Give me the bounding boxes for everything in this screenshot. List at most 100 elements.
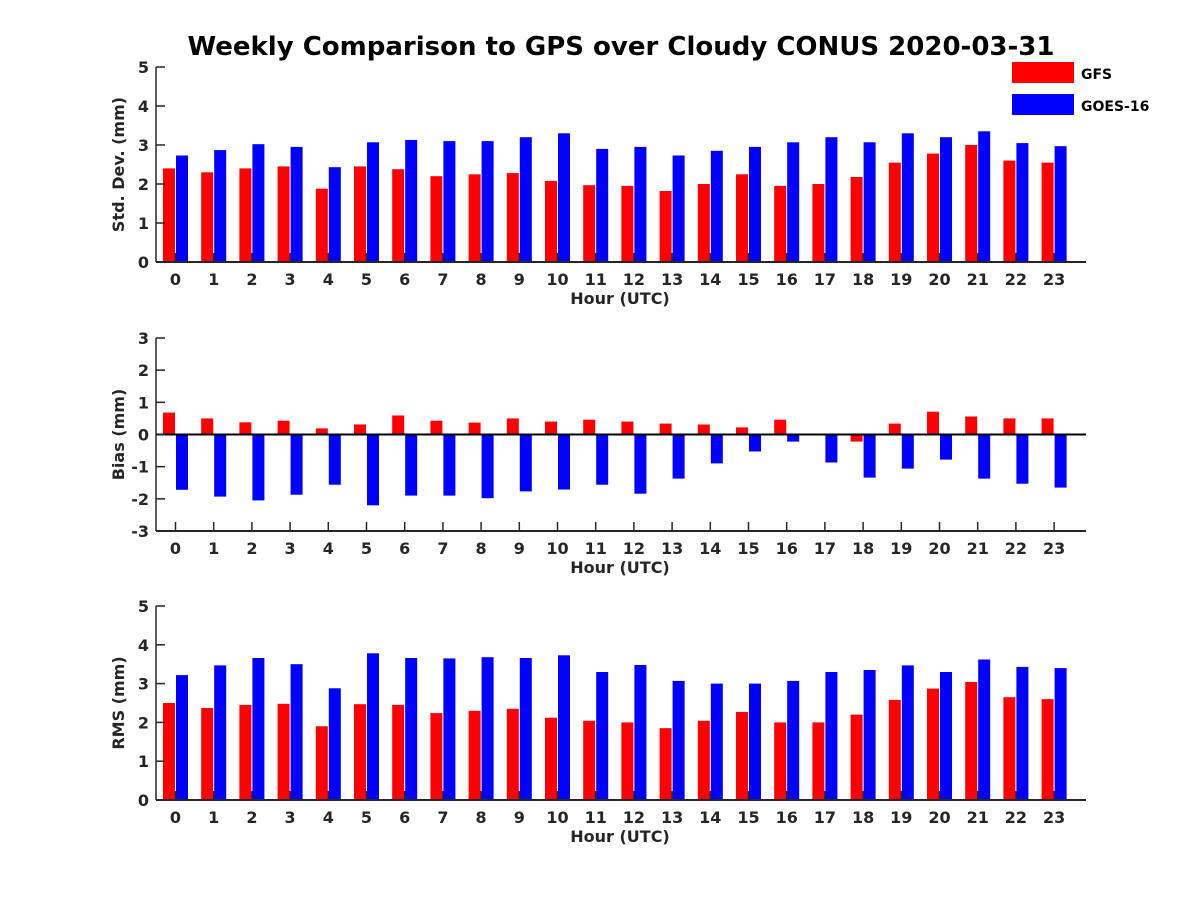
bias-x-tick-label: 15 xyxy=(737,539,759,558)
std-dev-y-tick-label: 1 xyxy=(138,214,149,233)
legend: GFS GOES-16 xyxy=(1012,62,1149,115)
bias-bar-gfs-11 xyxy=(583,419,596,435)
rms-bar-gfs-12 xyxy=(621,722,634,800)
std-dev-bar-gfs-18 xyxy=(850,177,863,262)
bias-x-tick-label: 10 xyxy=(546,539,568,558)
std-dev-x-tick-label: 1 xyxy=(208,270,219,289)
rms-x-tick-label: 2 xyxy=(246,808,257,827)
rms-x-tick-label: 17 xyxy=(814,808,836,827)
std-dev-bar-gfs-12 xyxy=(621,185,634,262)
rms-bar-gfs-9 xyxy=(506,708,519,800)
rms-bar-goes16-11 xyxy=(596,672,609,800)
std-dev-bar-goes16-5 xyxy=(367,142,379,262)
bias-bar-gfs-0 xyxy=(163,412,175,435)
rms-x-tick-label: 22 xyxy=(1005,808,1027,827)
std-dev-x-tick-label: 14 xyxy=(699,270,721,289)
std-dev-bar-gfs-5 xyxy=(354,166,366,262)
std-dev-x-tick-label: 7 xyxy=(437,270,448,289)
rms-x-tick-label: 3 xyxy=(285,808,296,827)
std-dev-bar-goes16-7 xyxy=(443,141,456,262)
std-dev-bar-goes16-10 xyxy=(558,133,570,262)
bias-x-tick-label: 9 xyxy=(514,539,525,558)
std-dev-bar-gfs-16 xyxy=(774,185,787,262)
std-dev-bar-gfs-8 xyxy=(468,174,481,263)
bias-bar-goes16-0 xyxy=(176,434,188,490)
bias-bar-goes16-13 xyxy=(672,434,685,479)
std-dev-bar-goes16-18 xyxy=(863,142,876,262)
rms-bar-goes16-5 xyxy=(367,653,379,800)
rms-x-tick-label: 9 xyxy=(514,808,525,827)
bias-bar-goes16-5 xyxy=(367,434,379,506)
std-dev-bar-goes16-0 xyxy=(176,155,188,262)
bias-x-tick-label: 5 xyxy=(361,539,372,558)
std-dev-bar-goes16-9 xyxy=(519,137,532,262)
rms-y-tick-label: 4 xyxy=(138,636,149,655)
rms-bar-goes16-3 xyxy=(290,664,303,800)
rms-bar-goes16-20 xyxy=(940,672,952,800)
rms-x-tick-label: 12 xyxy=(623,808,645,827)
rms-x-tick-label: 0 xyxy=(170,808,181,827)
rms-bar-gfs-0 xyxy=(163,703,175,800)
legend-swatch-goes16 xyxy=(1012,94,1074,115)
std-dev-bar-goes16-3 xyxy=(290,146,303,262)
rms-bar-gfs-5 xyxy=(354,704,366,800)
bias-y-tick-label: 0 xyxy=(138,426,149,445)
std-dev-y-tick-label: 4 xyxy=(138,97,149,116)
std-dev-bar-goes16-8 xyxy=(481,141,494,262)
bias-bar-gfs-8 xyxy=(468,422,481,435)
bias-bar-gfs-6 xyxy=(392,415,405,435)
rms-bar-goes16-12 xyxy=(634,665,647,800)
rms-bar-gfs-7 xyxy=(430,713,443,800)
legend-label-gfs: GFS xyxy=(1081,67,1112,83)
bias-bar-gfs-3 xyxy=(277,420,290,435)
bias-bar-goes16-23 xyxy=(1054,434,1067,488)
std-dev-bar-gfs-0 xyxy=(163,168,175,262)
bias-bar-gfs-2 xyxy=(239,422,252,435)
std-dev-bar-goes16-17 xyxy=(825,137,838,262)
rms-x-tick-label: 19 xyxy=(890,808,912,827)
bias-bar-gfs-19 xyxy=(888,423,901,435)
std-dev-bar-goes16-13 xyxy=(672,155,685,262)
bias-bar-gfs-23 xyxy=(1041,418,1054,435)
std-dev-x-tick-label: 9 xyxy=(514,270,525,289)
bias-bar-goes16-2 xyxy=(252,434,265,501)
bias-bar-goes16-4 xyxy=(328,434,341,485)
std-dev-x-tick-label: 10 xyxy=(546,270,568,289)
rms-bar-gfs-3 xyxy=(277,703,290,800)
rms-x-tick-label: 18 xyxy=(852,808,874,827)
bias-x-tick-label: 12 xyxy=(623,539,645,558)
rms-bar-gfs-2 xyxy=(239,704,252,800)
bias-bar-goes16-18 xyxy=(863,434,876,478)
std-dev-bar-goes16-6 xyxy=(405,139,418,262)
std-dev-x-tick-label: 6 xyxy=(399,270,410,289)
rms-bar-gfs-19 xyxy=(888,699,901,800)
rms-bar-goes16-2 xyxy=(252,658,265,800)
rms-bar-goes16-7 xyxy=(443,658,456,800)
bias-bar-goes16-17 xyxy=(825,434,838,463)
rms-x-tick-label: 6 xyxy=(399,808,410,827)
std-dev-y-tick-label: 5 xyxy=(138,58,149,77)
std-dev-x-tick-label: 4 xyxy=(323,270,334,289)
bias-x-tick-label: 7 xyxy=(437,539,448,558)
std-dev-bar-goes16-12 xyxy=(634,146,647,262)
bias-bar-gfs-10 xyxy=(545,421,557,435)
rms-bar-gfs-15 xyxy=(736,711,748,800)
std-dev-bar-gfs-4 xyxy=(315,188,328,262)
bias-x-tick-label: 23 xyxy=(1043,539,1065,558)
bias-bar-goes16-15 xyxy=(749,434,761,452)
rms-bar-gfs-17 xyxy=(812,722,825,800)
rms-bar-goes16-14 xyxy=(710,683,723,800)
bias-y-tick-label: 3 xyxy=(138,329,149,348)
rms-bar-goes16-8 xyxy=(481,657,494,800)
rms-bar-gfs-22 xyxy=(1003,697,1016,800)
bias-bar-goes16-3 xyxy=(290,434,303,495)
std-dev-bar-goes16-15 xyxy=(749,146,761,262)
bias-x-tick-label: 13 xyxy=(661,539,683,558)
rms-bar-goes16-23 xyxy=(1054,668,1067,800)
rms-bar-goes16-10 xyxy=(558,655,570,800)
std-dev-x-tick-label: 21 xyxy=(967,270,989,289)
std-dev-x-tick-label: 19 xyxy=(890,270,912,289)
